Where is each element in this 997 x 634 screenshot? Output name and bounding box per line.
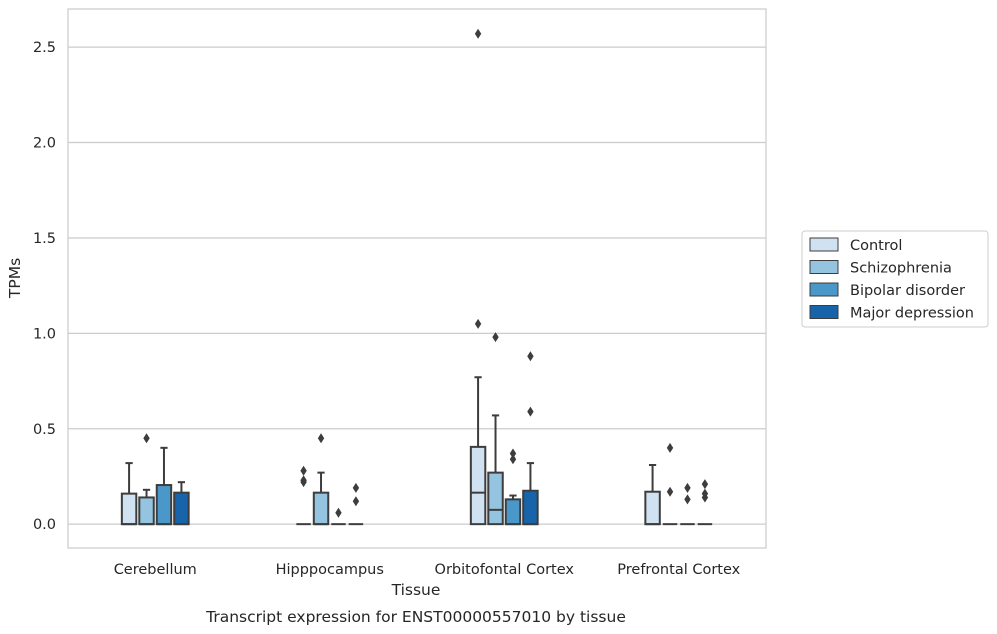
x-tick-label: Prefrontal Cortex <box>617 562 740 578</box>
outlier-point <box>335 507 342 518</box>
box <box>469 445 487 526</box>
box-1-2 <box>331 507 346 526</box>
box-2-1 <box>487 332 504 526</box>
box-0-2 <box>155 446 173 526</box>
outlier-point <box>352 496 360 507</box>
y-tick-label: 1.0 <box>33 326 56 342</box>
legend-frame <box>801 230 989 328</box>
outlier-point <box>509 454 517 465</box>
outlier-point <box>701 488 709 499</box>
y-tick-label: 0.0 <box>33 517 56 533</box>
outlier-point <box>527 351 534 362</box>
chart-caption: Transcript expression for ENST0000055701… <box>205 608 626 626</box>
outlier-point <box>666 442 674 453</box>
box <box>644 490 661 526</box>
y-tick-labels: 0.0 0.5 1.0 1.5 2.0 2.5 <box>33 40 56 533</box>
legend-label: Control <box>850 238 902 254</box>
box-1-1 <box>312 433 330 526</box>
outlier-point <box>492 332 499 343</box>
box <box>312 491 330 526</box>
outlier-point <box>143 433 150 444</box>
legend-swatch <box>809 305 839 319</box>
x-tick-label: Cerebellum <box>114 562 197 578</box>
box-0-1 <box>138 433 155 526</box>
box-3-1 <box>662 442 678 526</box>
box <box>173 491 190 526</box>
x-tick-label: Orbitofontal Cortex <box>435 562 575 578</box>
box-3-2 <box>680 482 695 526</box>
legend-label: Schizophrenia <box>850 261 952 277</box>
box-groups <box>120 28 713 526</box>
y-tick-label: 2.0 <box>33 136 56 152</box>
outlier-point <box>474 28 482 39</box>
y-tick-label: 0.5 <box>33 422 56 438</box>
box-2-3 <box>522 351 539 526</box>
plot-frame <box>67 8 767 549</box>
legend-swatch <box>809 282 839 297</box>
outlier-point <box>684 482 691 493</box>
legend-swatch <box>809 260 839 274</box>
outlier-point <box>684 494 691 505</box>
y-axis-title: TPMs <box>6 258 24 299</box>
box <box>138 496 155 526</box>
outlier-point <box>474 318 482 329</box>
legend-label: Major depression <box>850 306 974 322</box>
legend: Control Schizophrenia Bipolar disorder Majo… <box>801 230 989 328</box>
box <box>487 471 504 526</box>
x-tick-label: Hipppocampus <box>276 562 384 578</box>
outlier-point <box>317 433 325 444</box>
box <box>155 484 173 526</box>
box <box>522 489 539 526</box>
outlier-point <box>701 479 709 490</box>
outlier-point <box>300 475 307 486</box>
y-tick-label: 2.5 <box>33 40 56 56</box>
box-1-0 <box>296 465 311 526</box>
outlier-point <box>527 406 534 417</box>
box <box>504 498 522 526</box>
outlier-point <box>666 486 674 497</box>
outlier-point <box>509 448 517 459</box>
box-0-0 <box>120 462 138 526</box>
x-tick-labels: Cerebellum Hipppocampus Orbitofontal Corte… <box>114 562 741 578</box>
outlier-point <box>352 482 360 493</box>
legend-label: Bipolar disorder <box>850 283 965 299</box>
y-tick-label: 1.5 <box>33 231 56 247</box>
box-2-2 <box>504 448 522 526</box>
x-axis-title: Tissue <box>391 581 441 599</box>
box <box>120 492 138 526</box>
box-3-3 <box>697 479 713 526</box>
box-0-3 <box>173 481 190 526</box>
box-3-0 <box>644 464 661 526</box>
outlier-point <box>300 465 307 476</box>
box-1-3 <box>348 482 364 526</box>
gridlines <box>68 46 766 525</box>
legend-swatch <box>809 237 839 252</box>
legend-items: Control Schizophrenia Bipolar disorder Majo… <box>809 237 974 322</box>
box-2-0 <box>469 28 487 526</box>
